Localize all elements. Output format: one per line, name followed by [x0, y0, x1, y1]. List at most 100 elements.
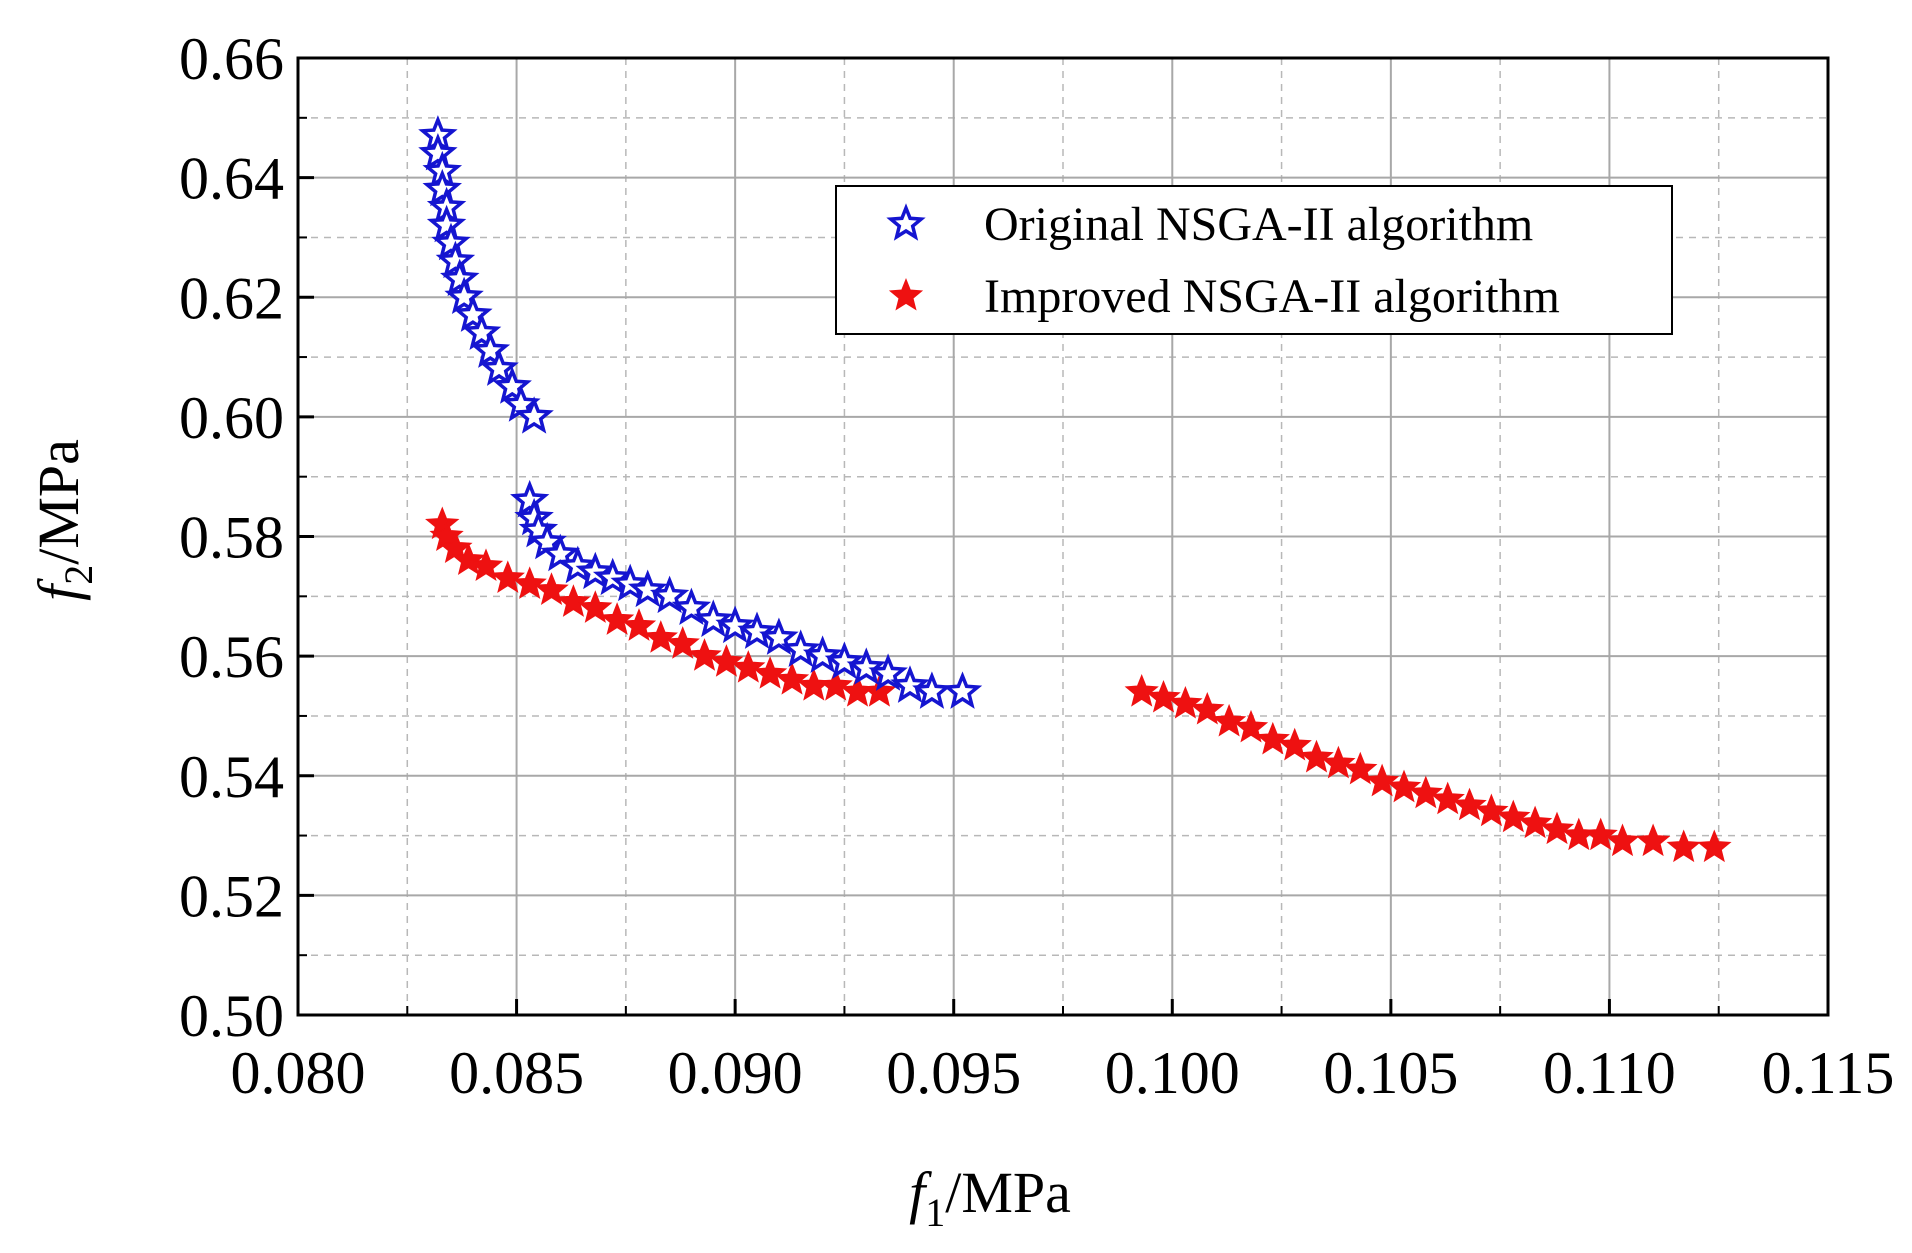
data-point — [592, 557, 633, 596]
data-point — [418, 132, 458, 171]
data-point — [818, 667, 853, 701]
data-point — [1124, 673, 1159, 707]
data-point — [774, 661, 810, 695]
data-point — [862, 673, 897, 707]
legend-box — [835, 185, 1673, 335]
data-point — [1321, 745, 1356, 779]
data-point — [1343, 751, 1378, 785]
data-point — [868, 653, 908, 691]
data-point — [435, 240, 476, 279]
data-point — [665, 626, 700, 659]
data-point — [1277, 727, 1312, 761]
data-point — [599, 602, 635, 635]
data-point — [709, 644, 744, 677]
data-point — [575, 551, 615, 590]
data-point — [468, 548, 504, 582]
data-point — [687, 638, 722, 671]
data-point — [1255, 721, 1290, 755]
legend-marker — [886, 203, 926, 241]
legend: Original NSGA-II algorithm Improved NSGA-… — [835, 185, 1673, 335]
x-tick-label: 0.085 — [449, 1040, 584, 1106]
series-1 — [418, 115, 983, 709]
data-point — [737, 611, 777, 649]
data-point — [942, 671, 983, 709]
legend-label: Original NSGA-II algorithm — [984, 198, 1533, 251]
data-point — [780, 629, 821, 667]
x-tick-label: 0.080 — [231, 1040, 366, 1106]
data-point — [492, 366, 532, 404]
data-point — [731, 650, 766, 683]
data-point — [440, 258, 480, 297]
x-tick-label: 0.095 — [886, 1040, 1021, 1106]
data-point — [1517, 805, 1553, 839]
y-tick-label: 0.62 — [179, 265, 284, 331]
x-tick-label: 0.105 — [1323, 1040, 1458, 1106]
data-point — [890, 665, 930, 703]
data-point — [1605, 823, 1640, 857]
data-point — [1635, 823, 1671, 857]
y-tick-label: 0.64 — [179, 146, 284, 212]
data-point — [1299, 739, 1334, 773]
x-tick-label: 0.100 — [1105, 1040, 1240, 1106]
data-point — [1539, 811, 1575, 845]
x-tick-label: 0.090 — [668, 1040, 803, 1106]
data-point — [514, 396, 554, 434]
data-point — [451, 542, 486, 576]
data-point — [802, 635, 843, 673]
data-point — [578, 590, 613, 623]
data-points — [418, 115, 1732, 863]
data-point — [431, 222, 471, 261]
data-point — [1474, 793, 1509, 827]
data-point — [1386, 769, 1422, 803]
data-point — [846, 647, 886, 685]
legend-marker — [888, 277, 924, 311]
data-point — [422, 168, 462, 207]
x-axis-title: f1/MPa — [909, 1160, 1071, 1235]
y-tick-label: 0.58 — [179, 505, 284, 571]
data-point — [671, 587, 712, 626]
data-point — [470, 330, 511, 368]
data-point — [1233, 709, 1269, 743]
data-point — [643, 620, 678, 653]
y-tick-label: 0.56 — [179, 624, 284, 690]
data-point — [444, 276, 484, 315]
data-point — [512, 566, 547, 599]
data-point — [479, 348, 519, 386]
data-point — [824, 641, 865, 679]
y-tick-label: 0.52 — [179, 863, 284, 929]
data-point — [1496, 799, 1531, 833]
data-point — [759, 617, 799, 655]
x-tick-label: 0.110 — [1543, 1040, 1676, 1106]
data-point — [649, 575, 690, 614]
data-point — [510, 479, 550, 518]
legend-label: Improved NSGA-II algorithm — [984, 270, 1560, 323]
data-point — [461, 312, 502, 350]
data-point — [426, 204, 467, 243]
data-point — [1146, 679, 1181, 713]
y-tick-label: 0.66 — [179, 26, 284, 92]
axes: 0.080 0.085 0.090 0.095 0.100 0.105 0.110 0.115… — [179, 26, 1894, 1106]
data-point — [693, 599, 734, 638]
data-point — [715, 605, 755, 644]
data-point — [534, 572, 569, 605]
data-point — [453, 294, 493, 332]
y-axis-title: f2/MPa — [26, 439, 101, 601]
data-point — [1697, 829, 1732, 863]
data-point — [1452, 787, 1487, 821]
series-2 — [425, 506, 1732, 863]
data-point — [1583, 817, 1618, 851]
data-point — [752, 656, 788, 689]
data-point — [1190, 691, 1225, 725]
data-point — [1430, 781, 1465, 815]
data-point — [1666, 829, 1701, 863]
data-point — [1168, 685, 1203, 719]
data-point — [490, 560, 525, 593]
data-point — [1364, 763, 1400, 797]
data-point — [627, 569, 668, 608]
data-point — [1408, 775, 1443, 809]
data-point — [1211, 703, 1247, 737]
y-tick-label: 0.50 — [179, 983, 284, 1049]
x-tick-label: 0.115 — [1762, 1040, 1895, 1106]
data-point — [558, 545, 598, 584]
